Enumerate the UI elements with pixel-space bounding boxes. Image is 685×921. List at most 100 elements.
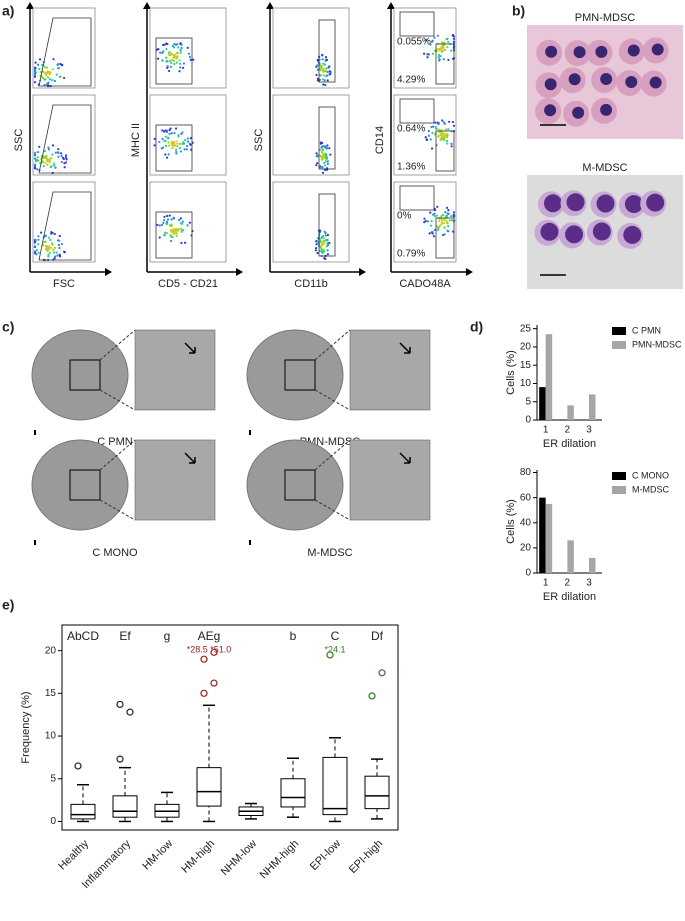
flow-event xyxy=(429,224,433,227)
zoom-line xyxy=(99,389,136,411)
y-tick-label: 0 xyxy=(525,415,531,426)
flow-event xyxy=(43,72,46,75)
flow-event xyxy=(169,127,172,130)
nucleus xyxy=(566,193,585,212)
flow-event xyxy=(438,59,441,62)
flow-event xyxy=(450,145,453,148)
flow-event xyxy=(55,73,58,76)
flow-event xyxy=(46,76,50,79)
flow-event xyxy=(49,246,52,249)
flow-event xyxy=(156,57,160,60)
flow-event xyxy=(322,74,325,77)
legend-swatch xyxy=(612,341,626,349)
flow-event xyxy=(163,231,167,234)
flow-event xyxy=(452,40,456,43)
flow-event xyxy=(52,248,55,251)
gate xyxy=(155,211,193,259)
flow-event xyxy=(50,232,53,235)
flow-plot xyxy=(272,7,350,89)
flow-event xyxy=(324,56,328,59)
flow-event xyxy=(424,135,427,139)
outlier xyxy=(210,679,218,687)
box xyxy=(322,756,348,816)
legend-label: C PMN xyxy=(632,325,661,335)
flow-event xyxy=(178,218,181,222)
flow-event xyxy=(163,215,166,218)
flow-event xyxy=(166,43,169,46)
flow-event xyxy=(182,62,186,65)
flow-event xyxy=(176,142,179,145)
flow-event xyxy=(57,148,60,151)
nucleus xyxy=(625,75,638,88)
flow-event xyxy=(58,239,61,242)
flow-event xyxy=(41,63,44,66)
flow-event xyxy=(156,223,159,226)
image-title: M-MDSC xyxy=(582,162,627,174)
flow-event xyxy=(324,160,328,163)
flow-event xyxy=(326,243,330,247)
flow-event xyxy=(39,231,43,234)
flow-event xyxy=(446,221,449,225)
flow-event xyxy=(48,160,52,163)
flow-event xyxy=(450,215,453,218)
flow-event xyxy=(436,121,439,124)
flow-event xyxy=(60,160,63,164)
flow-event xyxy=(33,245,37,248)
flow-event xyxy=(446,142,449,145)
flow-event xyxy=(446,206,449,209)
arrow-head xyxy=(236,268,243,276)
zoom-line xyxy=(314,499,351,521)
flow-event xyxy=(170,132,173,135)
y-tick-label: 10 xyxy=(520,378,532,389)
flow-event xyxy=(441,222,444,225)
flow-event xyxy=(51,68,54,71)
flow-event xyxy=(48,251,52,254)
gate xyxy=(435,217,455,259)
flow-event xyxy=(324,75,328,78)
gate-label: 1.36% xyxy=(397,162,425,173)
x-axis-label: ER dilation xyxy=(543,438,596,450)
flow-event xyxy=(323,164,327,167)
flow-event xyxy=(53,79,56,83)
gate-label: 4.29% xyxy=(397,75,425,86)
flow-event xyxy=(433,228,436,232)
zoom-line xyxy=(99,329,136,361)
flow-event xyxy=(447,58,450,62)
nucleus xyxy=(600,73,613,86)
flow-event xyxy=(45,244,48,248)
flow-event xyxy=(50,165,53,168)
flow-event xyxy=(157,48,160,51)
flow-event xyxy=(164,153,167,156)
bar xyxy=(589,557,596,573)
flow-event xyxy=(432,235,436,238)
flow-event xyxy=(316,77,320,80)
flow-event xyxy=(172,56,175,59)
flow-event xyxy=(60,152,63,155)
y-tick-label: 10 xyxy=(45,731,57,742)
flow-event xyxy=(158,224,161,227)
flow-event xyxy=(319,165,322,168)
flow-event xyxy=(51,243,54,246)
flow-event xyxy=(446,45,449,49)
x-tick-label: NHM-high xyxy=(258,838,301,881)
flow-event xyxy=(37,238,40,241)
axis-label: FSC xyxy=(53,278,75,290)
flow-event xyxy=(176,229,180,232)
flow-event xyxy=(440,215,443,218)
flow-event xyxy=(436,205,439,208)
outlier xyxy=(200,689,208,697)
zoom-box xyxy=(284,359,316,391)
flow-event xyxy=(56,151,59,154)
flow-event xyxy=(443,226,446,229)
flow-event xyxy=(321,251,324,254)
nucleus xyxy=(592,222,611,241)
significance-letters: AEg xyxy=(198,629,221,643)
flow-event xyxy=(451,33,455,37)
flow-event xyxy=(325,157,328,160)
flow-event xyxy=(175,232,178,235)
flow-event xyxy=(33,151,37,154)
gate xyxy=(38,17,92,87)
flow-event xyxy=(174,127,178,130)
flow-event xyxy=(175,152,178,155)
flow-event xyxy=(54,166,57,169)
